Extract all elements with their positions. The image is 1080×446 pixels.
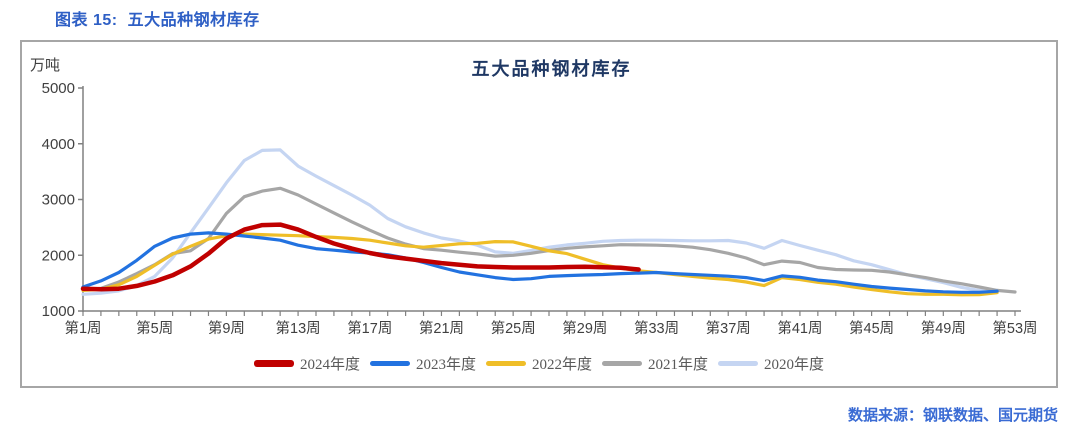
x-axis-tick-label: 第33周 — [634, 319, 679, 337]
legend-swatch — [718, 360, 759, 367]
x-axis-tick-label: 第25周 — [491, 319, 536, 337]
x-axis-tick-label: 第21周 — [419, 319, 464, 337]
legend-item-2021年度: 2021年度 — [602, 353, 708, 374]
chart-title: 五大品种钢材库存 — [471, 59, 632, 79]
legend-swatch — [602, 360, 642, 367]
x-axis-tick-label: 第49周 — [921, 319, 966, 337]
x-axis-tick-label: 第41周 — [777, 319, 822, 337]
x-axis-tick-label: 第29周 — [562, 319, 607, 337]
legend-item-2024年度: 2024年度 — [253, 353, 360, 374]
figure-caption: 图表 15: 五大品种钢材库存 — [55, 6, 260, 30]
figure-title: 五大品种钢材库存 — [127, 12, 260, 29]
legend-swatch — [485, 360, 526, 367]
x-axis-tick-label: 第53周 — [992, 319, 1037, 337]
x-axis-tick-label: 第17周 — [347, 319, 392, 337]
x-axis-tick-label: 第45周 — [849, 319, 894, 337]
legend-label: 2024年度 — [299, 357, 360, 373]
x-axis-tick-label: 第1周 — [64, 319, 101, 337]
legend-swatch — [369, 360, 410, 367]
legend-label: 2023年度 — [415, 357, 476, 373]
y-axis-tick-label: 2000 — [42, 247, 75, 264]
chart-legend: 2024年度 2023年度 2022年度 2021年度 2020年度 — [22, 353, 1056, 374]
y-axis-tick-label: 5000 — [42, 80, 75, 97]
figure-number: 图表 15: — [55, 12, 118, 29]
legend-item-2020年度: 2020年度 — [718, 353, 824, 374]
y-axis-tick-label: 3000 — [42, 192, 75, 209]
legend-label: 2020年度 — [764, 357, 825, 373]
y-axis-tick-label: 4000 — [42, 136, 75, 153]
legend-item-2022年度: 2022年度 — [485, 353, 592, 374]
series-line-2024年度 — [80, 222, 641, 292]
y-axis-unit-label: 万吨 — [30, 57, 61, 74]
x-axis-tick-label: 第5周 — [136, 319, 173, 337]
data-source-note: 数据来源：钢联数据、国元期货 — [847, 407, 1058, 424]
x-axis-tick-label: 第9周 — [208, 319, 245, 337]
chart-frame: 万吨 五大品种钢材库存 5000 4000 3000 2000 1000 第1周 第5周 第9… — [20, 40, 1058, 388]
legend-label: 2021年度 — [648, 357, 709, 373]
legend-label: 2022年度 — [531, 357, 592, 373]
x-axis-tick-label: 第37周 — [706, 319, 751, 337]
y-axis-tick-label: 1000 — [42, 303, 75, 320]
x-axis-tick-label: 第13周 — [276, 319, 321, 337]
legend-swatch — [253, 360, 294, 367]
legend-item-2023年度: 2023年度 — [369, 353, 476, 374]
